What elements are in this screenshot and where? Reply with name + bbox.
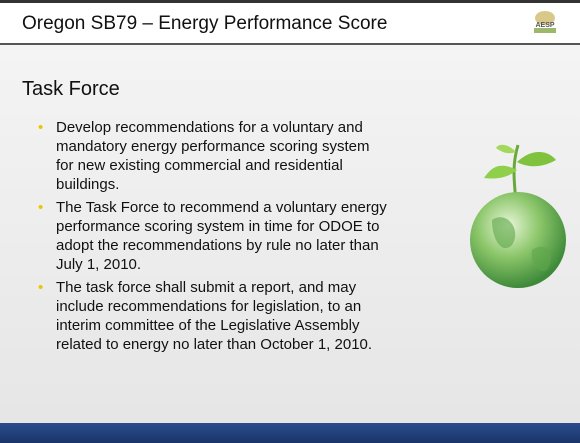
bullet-marker: •	[38, 118, 43, 137]
bullet-item: • Develop recommendations for a voluntary…	[38, 118, 478, 194]
bullet-marker: •	[38, 198, 43, 217]
bullet-text: include recommendations for legislation,…	[56, 297, 478, 316]
logo	[530, 6, 560, 36]
logo-text: AESP	[530, 22, 560, 29]
bullet-text: adopt the recommendations by rule no lat…	[56, 236, 478, 255]
bullet-text: July 1, 2010.	[56, 255, 478, 274]
header: Oregon SB79 – Energy Performance Score	[0, 3, 580, 45]
bullet-text: related to energy no later than October …	[56, 335, 478, 354]
bullet-text: interim committee of the Legislative Ass…	[56, 316, 478, 335]
bullet-text: Develop recommendations for a voluntary …	[56, 118, 478, 137]
bullet-item: • The Task Force to recommend a voluntary…	[38, 198, 478, 274]
footer-bar	[0, 423, 580, 443]
bullet-list: • Develop recommendations for a voluntary…	[38, 118, 478, 358]
bullet-text: performance scoring system in time for O…	[56, 217, 478, 236]
bullet-text: The task force shall submit a report, an…	[56, 278, 478, 297]
bullet-text: buildings.	[56, 175, 478, 194]
bullet-item: • The task force shall submit a report, a…	[38, 278, 478, 354]
slide-title: Oregon SB79 – Energy Performance Score	[22, 13, 387, 35]
subtitle: Task Force	[22, 78, 120, 101]
bullet-text: for new existing commercial and resident…	[56, 156, 478, 175]
slide: Oregon SB79 – Energy Performance Score A…	[0, 0, 580, 443]
bullet-marker: •	[38, 278, 43, 297]
globe-image	[462, 140, 574, 290]
bullet-text: The Task Force to recommend a voluntary …	[56, 198, 478, 217]
bullet-text: mandatory energy performance scoring sys…	[56, 137, 478, 156]
